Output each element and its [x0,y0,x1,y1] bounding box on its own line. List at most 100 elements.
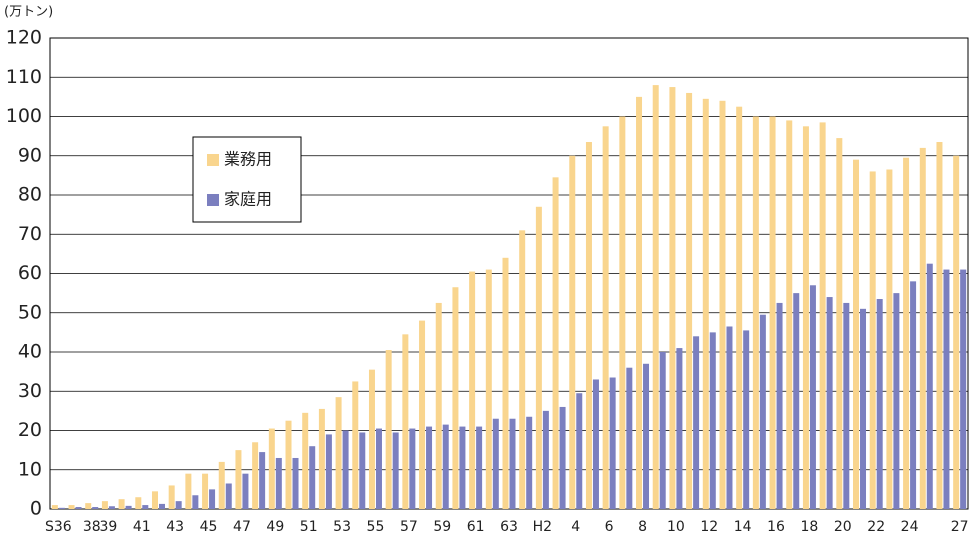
x-tick-label: 53 [333,519,351,535]
y-tick-label: 10 [18,458,42,480]
bar [242,473,249,509]
bar [919,147,926,509]
bar [185,473,192,509]
bar [819,122,826,509]
x-tick-label: 39 [100,519,118,535]
bar [335,397,342,509]
x-tick-label: 4 [571,519,580,535]
bar [535,206,542,509]
bar [492,418,499,509]
y-tick-label: 30 [18,380,42,402]
bar [576,393,583,509]
x-tick-label: 63 [500,519,518,535]
bar [309,446,316,509]
bar [385,350,392,509]
bar [926,263,933,509]
bar [92,507,99,509]
bar [759,314,766,509]
bar [202,473,209,509]
x-tick-label: H2 [533,519,552,535]
bar [752,116,759,509]
bar [953,155,960,509]
bar [225,483,232,509]
bar [209,489,216,509]
bar [259,452,266,509]
x-tick-label: 47 [233,519,251,535]
bar [502,257,509,509]
x-tick-label: 51 [300,519,318,535]
bar [776,302,783,509]
bar [469,271,476,509]
bar [368,369,375,509]
bar [375,428,382,509]
bar [235,450,242,509]
bar [302,412,309,509]
bar [125,505,132,509]
bar [769,116,776,509]
bar [108,506,115,509]
bar [218,461,225,509]
x-tick-label: 8 [638,519,647,535]
bar [726,326,733,509]
bar [442,424,449,509]
bar [869,171,876,509]
x-tick-label: 22 [867,519,885,535]
bar [669,87,676,509]
bar [292,457,299,509]
x-tick-label: 57 [400,519,418,535]
y-tick-label: 70 [18,223,42,245]
bar [509,418,516,509]
x-tick-label: 18 [801,519,819,535]
bar [552,177,559,509]
plot-border [49,37,969,510]
bar [886,169,893,510]
legend-label: 家庭用 [224,190,272,209]
bar [943,269,950,509]
bar [75,507,82,509]
bar [459,426,466,509]
bar [709,332,716,509]
x-tick-label: 24 [901,519,919,535]
bar [285,420,292,509]
y-unit-label: (万トン) [4,5,53,20]
bar [903,157,910,509]
x-tick-label: 61 [467,519,485,535]
x-tick-label: 55 [367,519,385,535]
bar [826,297,833,509]
bar [836,138,843,509]
bar [626,367,633,509]
bar [419,320,426,509]
bar [719,100,726,510]
x-tick-label: S36 [45,519,72,535]
y-tick-label: 80 [18,184,42,206]
legend-label: 業務用 [224,150,272,169]
bar [609,377,616,509]
bar [51,505,58,509]
bar [175,501,182,509]
x-tick-label: 14 [734,519,752,535]
bar [118,499,125,509]
bar [743,330,750,509]
y-tick-label: 110 [6,66,42,88]
bar [325,434,332,509]
bar [569,155,576,509]
bar [58,507,65,509]
bar [426,426,433,509]
bar [526,416,533,509]
bar [452,287,459,509]
bar [602,126,609,509]
bar [652,85,659,509]
bar [686,92,693,509]
x-tick-label: 45 [200,519,218,535]
y-tick-label: 40 [18,341,42,363]
bar [960,269,967,509]
bar [793,293,800,509]
bar [68,505,75,509]
x-tick-label: 43 [166,519,184,535]
bar [192,495,199,509]
bar [936,142,943,509]
bar [476,426,483,509]
bar [802,126,809,509]
bar [151,491,158,509]
bar [843,302,850,509]
